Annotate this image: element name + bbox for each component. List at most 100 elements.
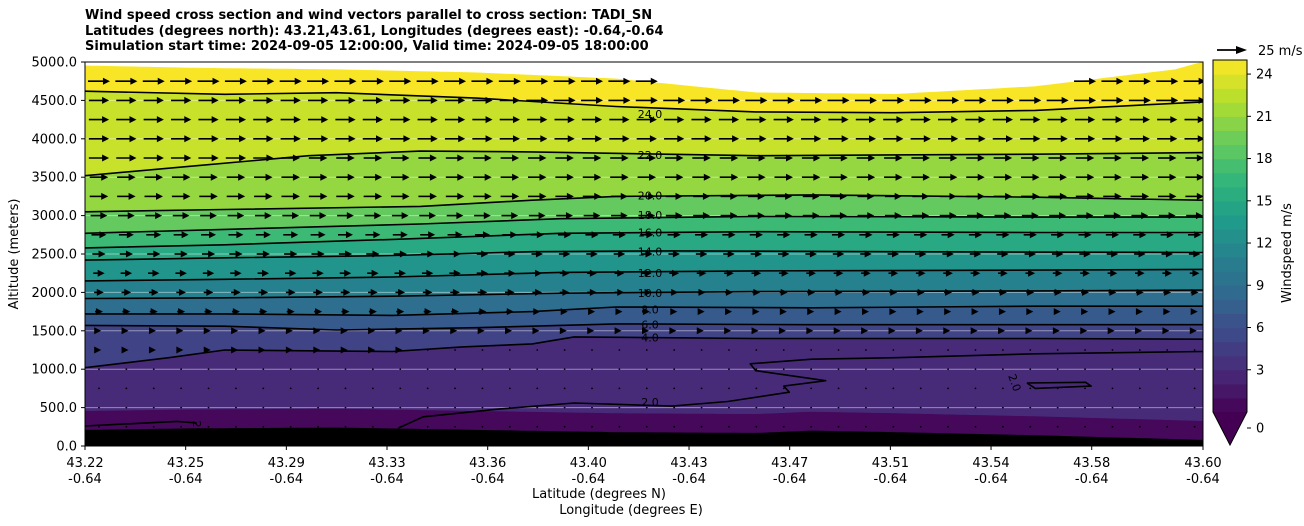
wind-vector-dot: [371, 425, 374, 428]
title-line-2: Latitudes (degrees north): 43.21,43.61, …: [85, 23, 664, 39]
wind-vector-dot: [125, 368, 128, 371]
wind-vector-head: [263, 231, 271, 239]
wind-vector-head: [891, 269, 899, 277]
x-tick-label-lon: -0.64: [773, 472, 807, 487]
wind-vector-dot: [947, 368, 949, 371]
wind-vector-head: [157, 77, 165, 85]
wind-vector-dot: [1084, 349, 1086, 351]
wind-vector-head: [1196, 154, 1203, 162]
colorbar-segment: [1213, 200, 1247, 216]
wind-vector-head: [539, 154, 547, 162]
wind-vector-head: [484, 192, 492, 200]
wind-vector-head: [429, 173, 437, 181]
wind-vector-head: [676, 154, 684, 162]
wind-vector-head: [889, 308, 897, 316]
wind-vector-head: [1060, 116, 1068, 124]
wind-vector-dot: [1056, 349, 1059, 351]
wind-vector-head: [703, 154, 711, 162]
wind-vector-head: [786, 116, 794, 124]
wind-vector-dot: [289, 425, 292, 428]
wind-vector-dot: [1029, 425, 1032, 428]
wind-vector-head: [700, 250, 708, 258]
wind-vector-head: [458, 96, 466, 104]
wind-vector-head: [155, 192, 163, 200]
wind-vector-dot: [1056, 425, 1059, 428]
contour-label: 8.0: [641, 303, 659, 316]
wind-vector-dot: [673, 368, 676, 371]
wind-vector-head: [970, 327, 978, 335]
wind-vector-head: [670, 308, 678, 316]
wind-vector-head: [320, 192, 328, 200]
wind-vector-head: [209, 212, 217, 220]
contour-label: 24.0: [638, 108, 663, 121]
wind-vector-head: [322, 77, 330, 85]
wind-vector-head: [863, 269, 871, 277]
wind-vector-head: [951, 135, 959, 143]
wind-vector-head: [587, 327, 595, 335]
wind-vector-head: [1088, 135, 1096, 143]
x-tick-label-lat: 43.25: [167, 456, 204, 471]
wind-vector-head: [121, 327, 129, 335]
wind-vector-head: [289, 269, 297, 277]
wind-vector-head: [1061, 96, 1069, 104]
wind-vector-dot: [1193, 387, 1196, 390]
wind-vector-dot: [262, 387, 265, 390]
wind-vector-head: [1142, 192, 1150, 200]
wind-vector-dot: [1029, 406, 1032, 409]
contour-lines: 2.04.06.08.010.012.014.016.018.020.022.0…: [85, 90, 1203, 430]
wind-vector-dot: [673, 387, 676, 390]
wind-vector-head: [897, 96, 905, 104]
title-line-3: Simulation start time: 2024-09-05 12:00:…: [85, 39, 649, 54]
wind-vector-head: [1089, 96, 1097, 104]
wind-vector-dot: [728, 368, 730, 371]
x-tick-label-lon: -0.64: [1075, 472, 1109, 487]
wind-vector-head: [945, 269, 953, 277]
wind-vector-dot: [207, 425, 210, 428]
wind-vector-head: [101, 173, 109, 181]
wind-vector-head: [998, 308, 1006, 316]
wind-vector-head: [1087, 173, 1095, 181]
wind-vector-dot: [728, 425, 730, 428]
wind-vector-head: [814, 116, 822, 124]
wind-vector-head: [595, 116, 603, 124]
wind-vector-head: [102, 96, 110, 104]
wind-vector-head: [538, 212, 546, 220]
wind-vector-dot: [317, 368, 320, 371]
wind-vector-head: [814, 135, 822, 143]
wind-vector-dot: [426, 406, 429, 409]
wind-vector-head: [677, 135, 685, 143]
wind-vector-head: [402, 154, 410, 162]
wind-vector-head: [266, 96, 274, 104]
wind-vector-head: [260, 308, 268, 316]
contour-line-2: [85, 420, 197, 427]
wind-vector-head: [287, 308, 295, 316]
wind-vector-head: [397, 308, 405, 316]
x-tick-label-lat: 43.33: [368, 456, 405, 471]
wind-vector-head: [785, 173, 793, 181]
wind-vector-head: [210, 173, 218, 181]
x-tick-label-lat: 43.40: [570, 456, 607, 471]
wind-vector-dot: [591, 368, 593, 371]
wind-vector-dot: [98, 368, 100, 371]
wind-vector-head: [483, 212, 491, 220]
wind-vector-head: [888, 327, 896, 335]
wind-vector-dot: [371, 368, 374, 371]
wind-vector-dot: [454, 349, 456, 351]
contour-label: 22.0: [638, 149, 663, 162]
wind-vector-head: [1005, 135, 1013, 143]
colorbar-frame: [1212, 59, 1248, 447]
colorbar-segment: [1213, 369, 1247, 385]
wind-vector-head: [347, 192, 355, 200]
wind-vector-dot: [700, 387, 703, 390]
wind-vector-dot: [1111, 425, 1114, 428]
wind-vector-head: [148, 346, 156, 354]
wind-vector-head: [867, 192, 875, 200]
wind-vector-dot: [125, 425, 128, 428]
wind-vector-head: [180, 250, 188, 258]
wind-vector-head: [348, 116, 356, 124]
wind-vector-head: [895, 173, 903, 181]
wind-vector-head: [101, 192, 109, 200]
wind-vector-head: [484, 154, 492, 162]
wind-vector-head: [293, 96, 301, 104]
wind-vector-head: [567, 135, 575, 143]
